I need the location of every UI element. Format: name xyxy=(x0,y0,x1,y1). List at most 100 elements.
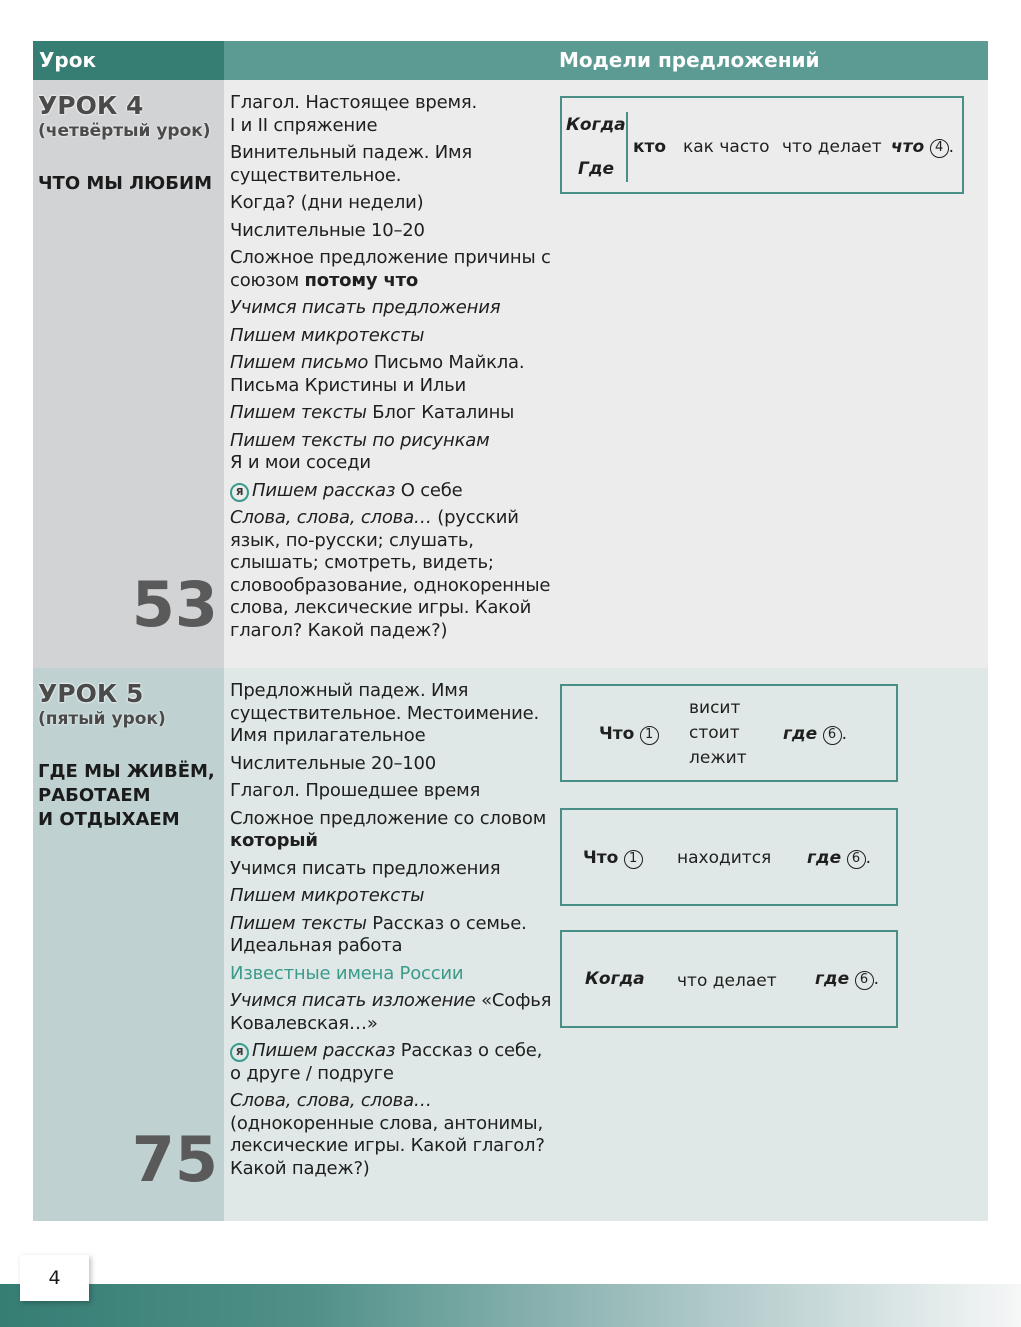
topic-item: Предложный падеж. Имя существительное. М… xyxy=(230,680,554,748)
verb: лежит xyxy=(689,748,747,768)
lesson-info: УРОК 4 (четвёртый урок) ЧТО МЫ ЛЮБИМ 53 xyxy=(33,80,224,668)
lesson-title-line: ЧТО МЫ ЛЮБИМ xyxy=(38,173,212,194)
topic-text: Я и мои соседи xyxy=(230,452,371,473)
topic-text: Пишем рассказ xyxy=(252,1040,396,1061)
topic-item: Когда? (дни недели) xyxy=(230,192,554,215)
lesson-subtitle: (четвёртый урок) xyxy=(38,121,211,141)
topic-text: Слова, слова, слова… xyxy=(230,1090,432,1111)
topic-item: Числительные 10–20 xyxy=(230,220,554,243)
model-verbs: висит стоит лежит xyxy=(689,696,747,771)
topic-item: Учимся писать изложение «Софья Ковалевск… xyxy=(230,990,554,1035)
page-reference: 75 xyxy=(131,1123,218,1196)
word: где xyxy=(783,724,818,744)
topic-item: Известные имена России xyxy=(230,963,554,986)
period: . xyxy=(873,969,879,989)
word: где xyxy=(807,848,842,868)
model-word-what: Что 1 xyxy=(599,724,659,745)
topic-item: Числительные 20–100 xyxy=(230,753,554,776)
footer-gradient-band xyxy=(0,1284,1021,1327)
model-word-what: что 4. xyxy=(891,137,954,158)
case-number-icon: 1 xyxy=(623,850,643,869)
topic-item: Глагол. Настоящее время. I и II спряжени… xyxy=(230,92,554,137)
topic-text: Числительные 10–20 xyxy=(230,219,425,241)
topic-text: Рассказ о себе, о друге / подруге xyxy=(230,1040,543,1084)
model-box: Когда Где кто как часто что делает что 4… xyxy=(560,96,964,194)
topic-item: Пишем тексты по рисункам Я и мои соседи xyxy=(230,430,554,475)
topic-item: Учимся писать предложения xyxy=(230,858,554,881)
period: . xyxy=(865,848,871,868)
topic-item: Я Пишем рассказ Рассказ о себе, о друге /… xyxy=(230,1040,554,1085)
case-number-icon: 6 xyxy=(846,850,866,869)
model-word-what: Что 1 xyxy=(583,848,643,869)
topic-text: Рассказ о семье. Идеальная работа xyxy=(230,912,527,957)
topic-text: Письмо Майкла. Письма Кристины и Ильи xyxy=(230,352,525,396)
model-word: что делает xyxy=(677,971,777,991)
lesson-row-4: УРОК 4 (четвёртый урок) ЧТО МЫ ЛЮБИМ 53 … xyxy=(33,80,988,668)
word: Что xyxy=(583,848,619,868)
topic-text: Пишем микротексты xyxy=(230,324,425,346)
topic-text: Пишем тексты xyxy=(230,912,367,934)
topic-text: Блог Каталины xyxy=(366,402,515,423)
topic-text: Пишем рассказ xyxy=(252,479,396,501)
model-word-when: Когда xyxy=(585,969,645,989)
topic-item: Глагол. Прошедшее время xyxy=(230,780,554,803)
sentence-models: Когда Где кто как часто что делает что 4… xyxy=(554,80,988,668)
topic-text: Слова, слова, слова… xyxy=(230,507,432,528)
topic-item: Сложное предложение со словом который xyxy=(230,808,554,853)
topic-item: Пишем микротексты xyxy=(230,325,554,348)
topic-text: Учимся писать предложения xyxy=(230,857,501,879)
model-word-who: кто xyxy=(633,137,667,157)
curriculum-table: Урок Модели предложений УРОК 4 (четвёрты… xyxy=(33,41,988,1221)
model-word-where: где 6. xyxy=(815,969,879,990)
lesson-title-line: РАБОТАЕМ xyxy=(38,785,151,806)
verb: висит xyxy=(689,698,741,718)
topic-text: Пишем тексты xyxy=(230,402,367,423)
topic-text: Глагол. Прошедшее время xyxy=(230,780,481,801)
topic-text: О себе xyxy=(395,479,463,501)
topic-text: Винительный падеж. Имя существительное. xyxy=(230,142,473,186)
topic-text: потому что xyxy=(304,269,419,291)
topic-text: (русский язык, по-русски; слушать, слыша… xyxy=(230,507,551,641)
model-word-when: Когда xyxy=(566,115,626,135)
topic-text: Сложное предложение причины с союзом xyxy=(230,247,551,291)
lesson-number: УРОК 5 xyxy=(38,679,144,708)
case-number-icon: 6 xyxy=(854,971,874,990)
model-word-where: где 6. xyxy=(807,848,871,869)
word: Что xyxy=(599,724,635,744)
divider xyxy=(626,112,628,182)
lesson-number: УРОК 4 xyxy=(38,91,144,120)
model-word: находится xyxy=(677,848,772,868)
topic-item: Пишем письмо Письмо Майкла. Письма Крист… xyxy=(230,352,554,397)
model-box: Что 1 находится где 6. xyxy=(560,808,898,906)
period: . xyxy=(948,137,955,157)
topic-item: Пишем микротексты xyxy=(230,885,554,908)
model-word: что делает xyxy=(782,137,882,157)
model-box: Что 1 висит стоит лежит где 6. xyxy=(560,684,898,782)
highlighted-topic: Известные имена России xyxy=(230,962,464,984)
topic-text: Учимся писать изложение xyxy=(230,990,476,1011)
word: что xyxy=(891,137,925,157)
model-box: Когда что делает где 6. xyxy=(560,930,898,1028)
topic-text: Числительные 20–100 xyxy=(230,752,437,774)
topic-item: Пишем тексты Блог Каталины xyxy=(230,402,554,425)
case-number-icon: 4 xyxy=(929,139,949,158)
lesson-title-line: И ОТДЫХАЕМ xyxy=(38,809,180,830)
topic-text: Когда? (дни недели) xyxy=(230,192,424,213)
header-models: Модели предложений xyxy=(224,41,988,80)
topic-item: Учимся писать предложения xyxy=(230,297,554,320)
lesson-title: ГДЕ МЫ ЖИВЁМ, РАБОТАЕМ И ОТДЫХАЕМ xyxy=(38,760,224,832)
topic-text: Пишем микротексты xyxy=(230,885,425,906)
lesson-title: ЧТО МЫ ЛЮБИМ xyxy=(38,172,224,196)
topic-item: Пишем тексты Рассказ о семье. Идеальная … xyxy=(230,913,554,958)
lesson-row-5: УРОК 5 (пятый урок) ГДЕ МЫ ЖИВЁМ, РАБОТА… xyxy=(33,668,988,1221)
topic-text: Пишем тексты по рисункам xyxy=(230,429,490,451)
verb: стоит xyxy=(689,723,740,743)
period: . xyxy=(841,724,847,744)
topic-item: Сложное предложение причины с союзом пот… xyxy=(230,247,554,292)
topic-text: Предложный падеж. Имя существительное. М… xyxy=(230,680,540,746)
speech-bubble-ya-icon: Я xyxy=(230,1043,249,1062)
topic-item: Слова, слова, слова… (русский язык, по-р… xyxy=(230,507,554,642)
topic-text: который xyxy=(230,830,318,851)
case-number-icon: 6 xyxy=(822,726,842,745)
